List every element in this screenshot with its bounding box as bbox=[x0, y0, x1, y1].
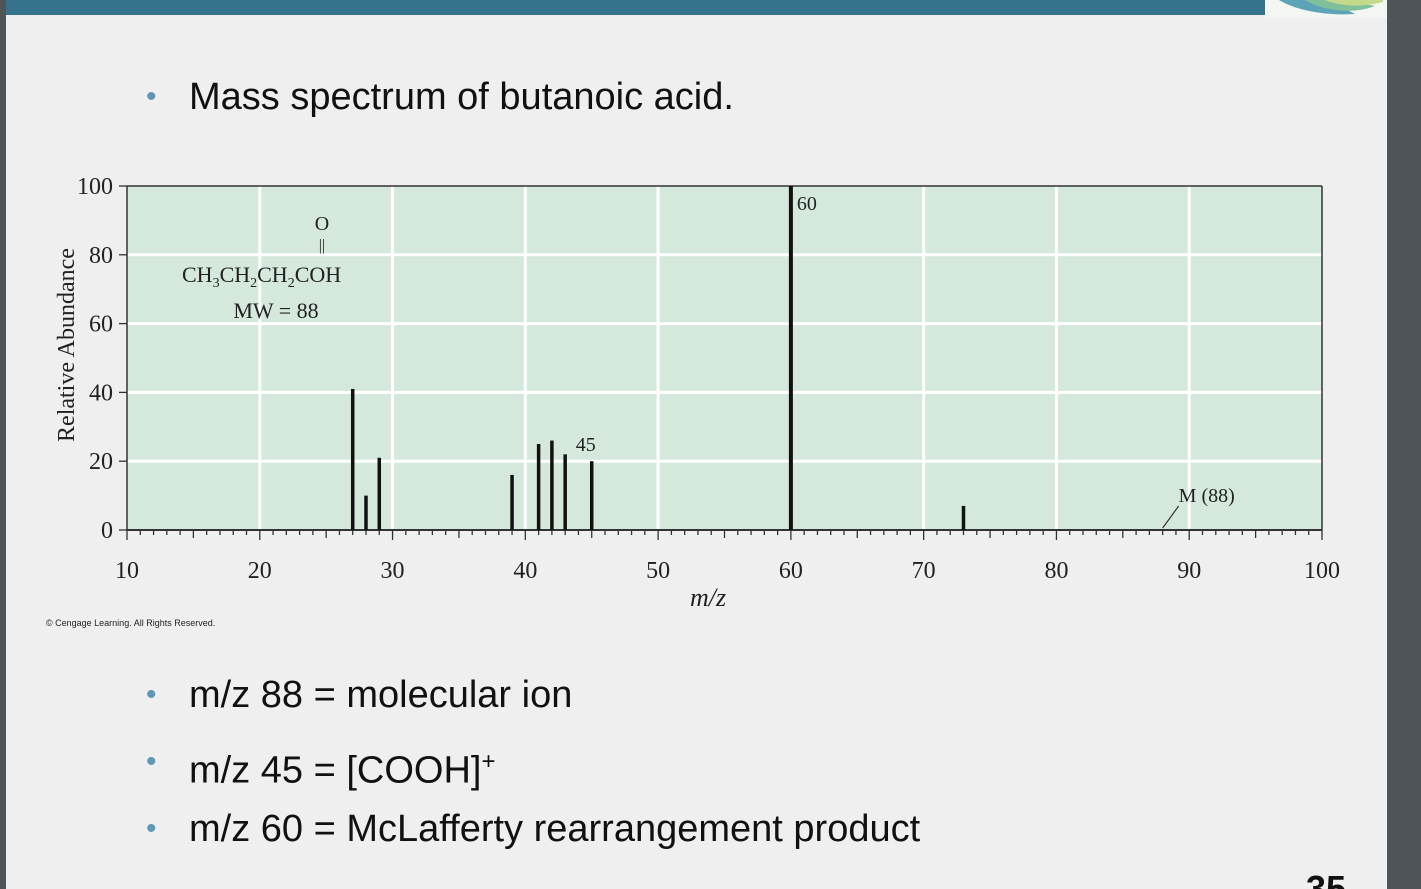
x-tick-label: 90 bbox=[1177, 558, 1201, 584]
x-tick-label: 20 bbox=[248, 558, 272, 584]
x-tick-label: 60 bbox=[779, 558, 803, 584]
slide-title: Mass spectrum of butanoic acid. bbox=[189, 76, 734, 118]
peak-bar-mz-45 bbox=[589, 461, 594, 530]
bullet-text: m/z 60 = McLafferty rearrangement produc… bbox=[189, 808, 921, 850]
peak-bar-mz-28 bbox=[364, 495, 368, 530]
leaf-decoration-icon bbox=[1279, 0, 1383, 15]
peak-bar-mz-60 bbox=[788, 186, 793, 530]
peak-bar-mz-43 bbox=[563, 454, 567, 530]
bullet-text-wrapper: m/z 45 = [COOH]+ bbox=[189, 739, 495, 794]
y-tick-label: 60 bbox=[89, 312, 113, 338]
peak-bar-mz-42 bbox=[550, 440, 554, 530]
peak-bar-mz-41 bbox=[536, 444, 541, 530]
charge-superscript: + bbox=[481, 748, 496, 775]
bullet-dot-icon: • bbox=[146, 678, 157, 711]
molecular-ion-leader-line bbox=[1162, 505, 1180, 529]
y-axis-label: Relative Abundance bbox=[54, 248, 80, 442]
peak-bar-mz-39 bbox=[510, 474, 514, 530]
y-tick-label: 20 bbox=[89, 449, 113, 475]
top-banner-bar bbox=[6, 0, 1265, 15]
molecular-formula: CH3CH2CH2COH bbox=[182, 262, 341, 291]
x-tick-label: 40 bbox=[513, 558, 537, 584]
x-tick-label: 50 bbox=[646, 558, 670, 584]
slide: • Mass spectrum of butanoic acid. 10 20 30… bbox=[6, 0, 1387, 889]
bullet-dot-icon: • bbox=[146, 812, 157, 845]
x-tick-label: 70 bbox=[912, 558, 936, 584]
y-tick-label: 80 bbox=[89, 243, 113, 269]
x-tick-label: 30 bbox=[381, 558, 405, 584]
molecular-ion-label: M (88) bbox=[1179, 485, 1235, 507]
peak-bar-mz-73 bbox=[961, 505, 966, 530]
y-tick-label: 100 bbox=[77, 174, 113, 200]
plot-area bbox=[127, 186, 1322, 530]
formula-carbonyl-o: O bbox=[315, 213, 329, 235]
x-tick-label: 10 bbox=[115, 558, 139, 584]
mass-spectrum-chart: 10 20 30 40 50 60 70 80 90 100 0 20 40 60 80 100 Relati… bbox=[54, 174, 1340, 612]
y-tick-label: 40 bbox=[89, 380, 113, 406]
x-tick-label: 80 bbox=[1044, 558, 1068, 584]
formula-double-bond: || bbox=[319, 237, 325, 254]
bullet-text: m/z 45 = [COOH] bbox=[189, 749, 482, 792]
peak-bar-mz-27 bbox=[350, 388, 355, 530]
x-tick-label: 100 bbox=[1304, 558, 1340, 584]
bullet-dot-icon: • bbox=[146, 80, 157, 113]
copyright-notice: © Cengage Learning. All Rights Reserved. bbox=[46, 618, 216, 628]
peak-45-label: 45 bbox=[576, 434, 596, 456]
x-axis-label: m/z bbox=[690, 583, 726, 612]
molecular-weight-label: MW = 88 bbox=[233, 298, 318, 323]
peak-bar-mz-29 bbox=[377, 457, 382, 530]
corner-decoration-image bbox=[1265, 0, 1387, 18]
bullet-dot-icon: • bbox=[146, 745, 157, 778]
formula-text: CH3CH2CH2COH bbox=[182, 262, 341, 291]
y-tick-label: 0 bbox=[101, 518, 113, 544]
page-number: 35 bbox=[1306, 868, 1347, 889]
bullet-text: m/z 88 = molecular ion bbox=[189, 674, 573, 716]
peak-60-label: 60 bbox=[797, 193, 817, 215]
